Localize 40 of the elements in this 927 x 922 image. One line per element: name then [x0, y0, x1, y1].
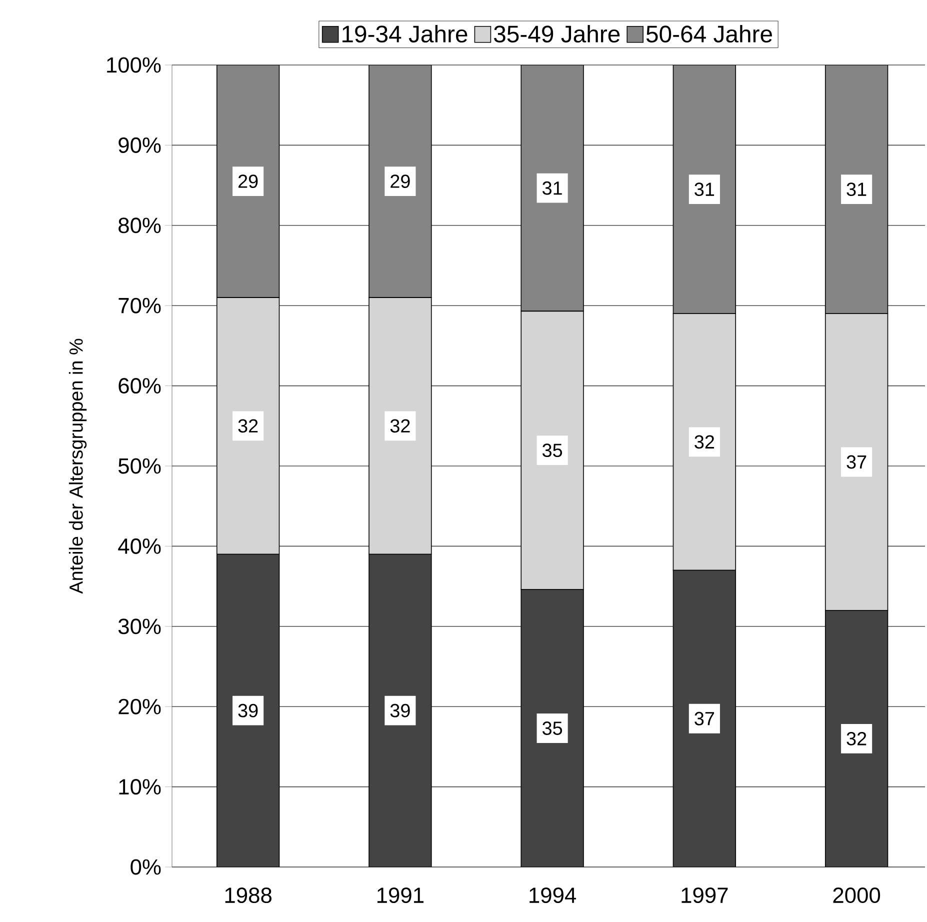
y-tick-label: 60% [118, 378, 161, 394]
y-tick-label: 50% [118, 458, 161, 474]
x-tick-label: 2000 [833, 888, 880, 904]
y-tick-label: 0% [130, 859, 161, 875]
y-tick-label: 80% [118, 218, 161, 234]
y-tick-label: 90% [118, 137, 161, 153]
data-label: 31 [846, 182, 866, 196]
legend-label: 50-64 Jahre [646, 24, 772, 43]
x-tick-label: 1988 [225, 888, 272, 904]
data-label: 32 [390, 419, 410, 433]
legend-label: 35-49 Jahre [494, 24, 620, 43]
bar [368, 64, 432, 298]
y-tick-label: 30% [118, 618, 161, 634]
x-tick-label: 1994 [530, 888, 576, 904]
y-axis-title: Anteile der Altersgruppen in % [68, 338, 87, 594]
data-label: 31 [542, 181, 562, 195]
data-label: 31 [694, 182, 714, 196]
data-label: 39 [238, 704, 258, 718]
data-label: 35 [542, 444, 562, 458]
data-label: 37 [694, 712, 714, 726]
data-label: 32 [238, 419, 258, 433]
y-tick-label: 10% [119, 779, 161, 795]
data-label: 35 [542, 722, 562, 735]
data-label: 39 [390, 704, 410, 718]
bar [824, 64, 888, 314]
bar [672, 64, 736, 314]
y-tick-label: 20% [118, 698, 161, 714]
bar [216, 64, 280, 298]
data-label: 32 [694, 435, 714, 449]
legend-label: 19-34 Jahre [342, 24, 468, 43]
y-tick-label: 100% [107, 57, 161, 73]
x-tick-label: 1997 [682, 888, 728, 904]
bar [520, 64, 584, 312]
y-tick-label: 70% [118, 298, 161, 314]
data-label: 32 [846, 732, 866, 746]
data-label: 37 [846, 455, 866, 469]
data-label: 29 [238, 174, 258, 188]
x-tick-label: 1991 [377, 888, 424, 904]
y-tick-label: 40% [118, 538, 161, 554]
data-label: 29 [390, 174, 410, 188]
